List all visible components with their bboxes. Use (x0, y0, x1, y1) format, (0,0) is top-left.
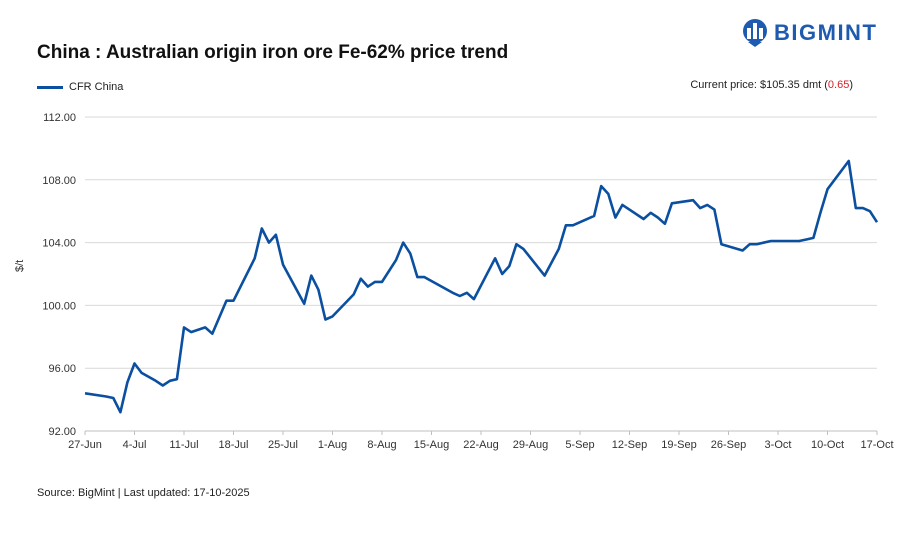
x-tick-label: 10-Oct (811, 439, 844, 451)
x-tick-label: 15-Aug (414, 439, 449, 451)
x-tick-label: 11-Jul (169, 439, 198, 451)
legend-swatch-cfr-china (37, 85, 63, 89)
y-tick-label: 108.00 (42, 175, 76, 187)
x-tick-label: 1-Aug (318, 439, 347, 451)
current-price: Current price: $105.35 dmt (0.65) (690, 79, 853, 91)
chart-title: China : Australian origin iron ore Fe-62… (37, 42, 509, 63)
x-tick-label: 19-Sep (661, 439, 696, 451)
x-tick-label: 25-Jul (268, 439, 298, 451)
brand-name: BIGMINT (774, 20, 878, 45)
y-tick-label: 92.00 (48, 426, 76, 438)
current-price-close: ) (849, 79, 853, 91)
x-tick-label: 5-Sep (565, 439, 594, 451)
x-axis-ticks: 27-Jun 4-Jul 11-Jul 18-Jul 25-Jul 1-Aug 8-Aug 1… (68, 431, 894, 451)
gridlines (85, 116, 877, 432)
x-tick-label: 8-Aug (367, 439, 396, 451)
legend-label-cfr-china: CFR China (69, 81, 124, 93)
x-tick-label: 4-Jul (123, 439, 147, 451)
x-tick-label: 27-Jun (68, 439, 102, 451)
x-tick-label: 26-Sep (711, 439, 746, 451)
y-tick-label: 100.00 (42, 300, 76, 312)
legend: CFR China (37, 81, 123, 93)
y-tick-label: 104.00 (42, 238, 76, 250)
current-price-change: 0.65 (827, 79, 850, 91)
current-price-label: Current price: $105.35 dmt ( (690, 79, 828, 91)
series-line-cfr-china (84, 159, 879, 414)
y-axis-ticks: 112.00 108.00 104.00 100.00 96.00 92.00 (42, 112, 76, 438)
x-tick-label: 29-Aug (513, 439, 548, 451)
x-tick-label: 22-Aug (463, 439, 498, 451)
x-tick-label: 12-Sep (612, 439, 647, 451)
bigmint-logo-icon (743, 19, 767, 47)
x-tick-label: 3-Oct (765, 439, 792, 451)
y-tick-label: 96.00 (48, 363, 76, 375)
brand-logo: BIGMINT (742, 18, 877, 48)
x-tick-label: 18-Jul (219, 439, 249, 451)
y-tick-label: 112.00 (43, 112, 76, 124)
x-tick-label: 17-Oct (860, 439, 893, 451)
source-note: Source: BigMint | Last updated: 17-10-20… (37, 487, 250, 499)
